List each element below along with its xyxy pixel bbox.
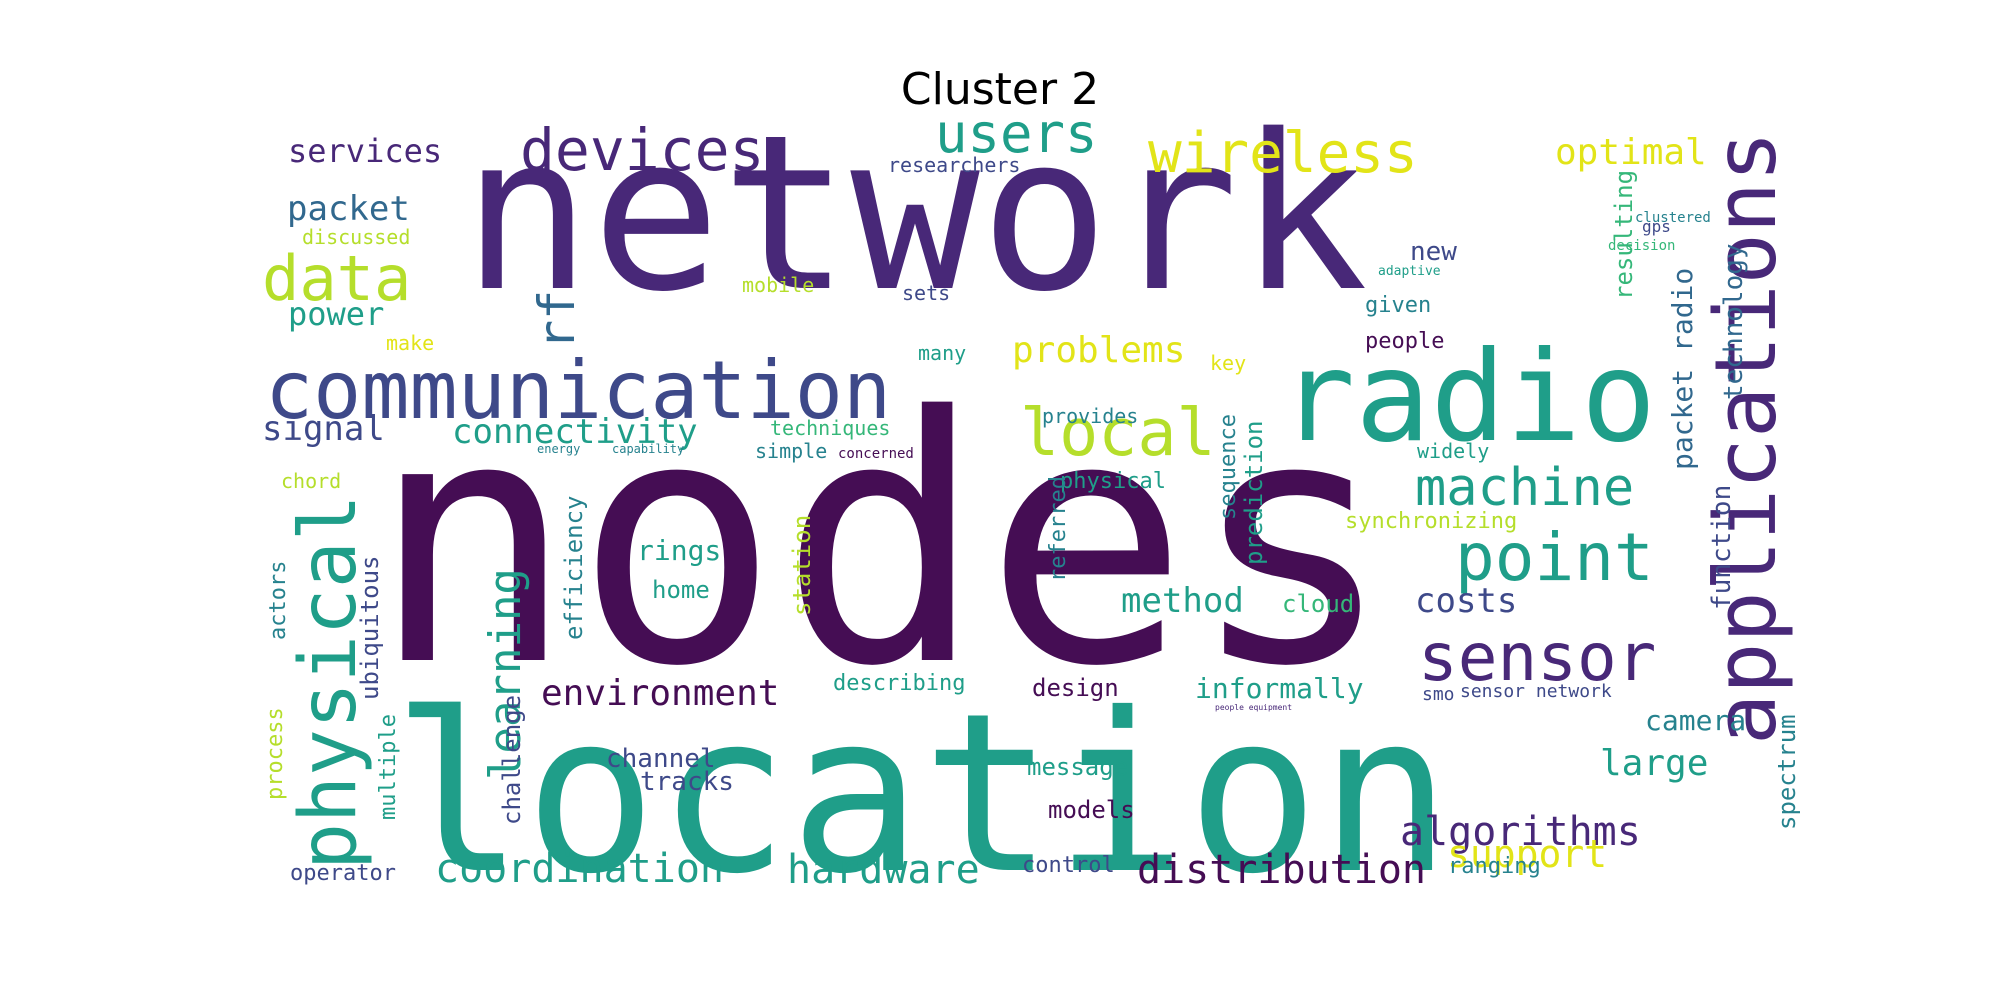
word-sets: sets (902, 281, 950, 305)
word-algorithms: algorithms (1400, 809, 1641, 855)
word-chord: chord (281, 469, 341, 493)
word-make: make (386, 331, 434, 355)
word-actors: actors (266, 561, 291, 640)
word-packet: packet (287, 189, 410, 229)
word-camera: camera (1645, 704, 1746, 737)
word-widely: widely (1417, 439, 1489, 463)
word-costs: costs (1415, 581, 1517, 621)
word-resulting: resulting (1610, 170, 1638, 300)
word-large: large (1600, 743, 1708, 784)
word-key: key (1210, 351, 1246, 375)
word-power: power (288, 295, 384, 333)
word-many: many (918, 341, 966, 365)
word-learning: learning (480, 568, 531, 780)
word-environment: environment (541, 673, 779, 714)
word-optimal: optimal (1555, 132, 1707, 173)
word-efficiency: efficiency (560, 496, 588, 641)
word-operator: operator (290, 861, 396, 886)
word-researchers: researchers (888, 153, 1020, 177)
word-mobile: mobile (742, 273, 814, 297)
word-prediction: prediction (1240, 421, 1268, 566)
word-message: message (1027, 753, 1128, 781)
word-smo: smo (1422, 684, 1455, 705)
word-applications: applications (1697, 131, 1796, 745)
word-support: support (1447, 832, 1607, 876)
word-channel: channel (606, 744, 716, 774)
word-hardware: hardware (787, 847, 980, 893)
word-point: point (1455, 519, 1654, 596)
word-cloud: cloud (1282, 590, 1354, 618)
word-function: function (1707, 485, 1737, 610)
word-coordination: coordination (435, 846, 724, 892)
word-home: home (652, 576, 710, 604)
word-new: new (1410, 237, 1457, 267)
word-adaptive: adaptive (1378, 264, 1441, 279)
word-decision: decision (1608, 238, 1675, 254)
word-discussed: discussed (302, 225, 410, 249)
word-models: models (1048, 796, 1135, 824)
word-describing: describing (833, 671, 965, 696)
word-sequence: sequence (1216, 414, 1241, 520)
word-given: given (1365, 293, 1431, 318)
word-data: data (262, 242, 411, 315)
word-challenge: challenge (498, 695, 526, 825)
word-ranging: ranging (1448, 854, 1541, 879)
word-nodes: nodes (370, 345, 1394, 741)
word-ubiquitous: ubiquitous (356, 556, 384, 701)
word-users: users (935, 102, 1098, 165)
word-design: design (1032, 674, 1119, 702)
word-wireless: wireless (1148, 121, 1418, 186)
word-station: station (788, 515, 816, 616)
word-synchronizing: synchronizing (1345, 509, 1517, 534)
figure-title: Cluster 2 (900, 64, 1100, 115)
word-services: services (288, 132, 442, 170)
word-connectivity: connectivity (452, 412, 698, 452)
word-people-equipment: people equipment (1215, 703, 1292, 712)
word-problems: problems (1012, 330, 1185, 371)
word-network: network (462, 88, 1368, 339)
word-control: control (1022, 853, 1115, 878)
word-radio: radio (1280, 325, 1656, 470)
word-local: local (1020, 396, 1216, 471)
word-spectrum: spectrum (1773, 714, 1801, 830)
word-energy: energy (537, 442, 580, 456)
word-simple: simple (755, 439, 827, 463)
word-devices: devices (520, 116, 764, 184)
word-tracks: tracks (640, 767, 734, 797)
word-informally: informally (1195, 672, 1364, 705)
word-packet-radio: packet radio (1666, 268, 1699, 470)
word-clustered: clustered (1635, 210, 1711, 226)
word-referred: referred (1046, 476, 1071, 582)
word-gps: gps (1642, 217, 1671, 236)
word-concerned: concerned (838, 446, 914, 462)
word-sensor-network: sensor network (1460, 681, 1612, 702)
word-location: location (392, 666, 1452, 922)
word-communication: communication (265, 344, 891, 437)
word-multiple: multiple (376, 714, 401, 820)
word-distribution: distribution (1137, 847, 1426, 893)
word-process: process (263, 707, 288, 800)
word-machine: machine (1415, 458, 1634, 518)
word-signal: signal (262, 409, 385, 449)
word-techniques: techniques (770, 416, 890, 440)
word-physical: physical (1060, 469, 1166, 494)
word-physical: physical (284, 494, 374, 870)
word-method: method (1121, 581, 1244, 621)
word-sensor: sensor (1418, 619, 1656, 696)
word-capability: capability (612, 442, 684, 456)
word-rf: rf (528, 290, 586, 350)
word-technology: technology (1719, 243, 1749, 400)
word-rings: rings (637, 534, 721, 567)
word-people: people (1365, 329, 1444, 354)
word-provides: provides (1042, 404, 1138, 428)
